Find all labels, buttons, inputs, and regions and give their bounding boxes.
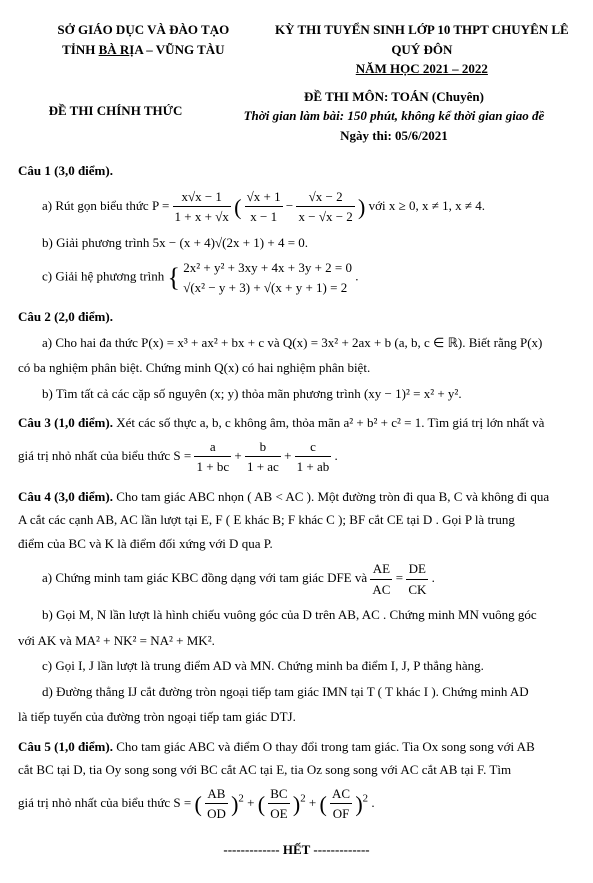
org-underline: BÀ R [99,42,130,57]
cau4-b-line2: với AK và MA² + NK² = NA² + MK². [18,631,575,651]
cau4-p3: điểm của BC và K là điểm đối xứng với D … [18,534,575,554]
subject: ĐỀ THI MÔN: TOÁN (Chuyên) [213,87,575,107]
cau3-f1: a1 + bc [194,437,231,477]
org-line2: TỈNH BÀ RỊA – VŨNG TÀU [18,40,269,60]
title-block: ĐỀ THI CHÍNH THỨC ĐỀ THI MÔN: TOÁN (Chuy… [18,87,575,146]
cau4-d-line2: là tiếp tuyến của đường tròn ngoại tiếp … [18,707,575,727]
frac-den: CK [406,580,428,600]
cau4-c: c) Gọi I, J lần lượt là trung điểm AD và… [42,656,575,676]
cau2-b: b) Tìm tất cả các cặp số nguyên (x; y) t… [42,384,575,404]
frac-den: AC [370,580,392,600]
frac-num: √x + 1 [245,187,283,208]
content: Câu 1 (3,0 điểm). a) Rút gọn biểu thức P… [18,161,575,859]
end-marker: HẾT [18,840,575,860]
cau1-c-system: 2x² + y² + 3xy + 4x + 3y + 2 = 0 √(x² − … [183,258,352,297]
cau3-f3: c1 + ab [295,437,332,477]
cau4-a-frac2: DECK [406,559,428,599]
cau5-title: Câu 5 (1,0 điểm). [18,739,113,754]
frac-num: x√x − 1 [173,187,231,208]
frac-num: AE [370,559,392,580]
cau1-c-eq1: 2x² + y² + 3xy + 4x + 3y + 2 = 0 [183,258,352,278]
header: SỞ GIÁO DỤC VÀ ĐÀO TẠO TỈNH BÀ RỊA – VŨN… [18,20,575,79]
frac-den: x − √x − 2 [296,207,354,227]
end-text: HẾT [223,842,369,857]
frac-den: 1 + ab [295,457,332,477]
cau3-line2: giá trị nhỏ nhất của biểu thức S = a1 + … [18,437,575,477]
cau1-a-frac1: x√x − 1 1 + x + √x [173,187,231,227]
cau3-f2: b1 + ac [245,437,281,477]
frac-den: OD [205,804,228,824]
frac-num: AC [330,784,352,805]
rparen-icon: ) [358,194,365,219]
header-right: KỲ THI TUYỂN SINH LỚP 10 THPT CHUYÊN LÊ … [269,20,575,79]
cau5-f2: BCOE [268,784,289,824]
exam-time: Thời gian làm bài: 150 phút, không kể th… [213,106,575,126]
frac-num: DE [406,559,428,580]
cau2-title: Câu 2 (2,0 điểm). [18,309,113,324]
cau5-line3-intro: giá trị nhỏ nhất của biểu thức S = [18,794,191,809]
cau5-f1: ABOD [205,784,228,824]
cau1-c: c) Giải hệ phương trình { 2x² + y² + 3xy… [42,258,575,297]
cau5-line3: giá trị nhỏ nhất của biểu thức S = ( ABO… [18,784,575,824]
title-left: ĐỀ THI CHÍNH THỨC [18,87,213,146]
frac-num: b [245,437,281,458]
frac-num: a [194,437,231,458]
frac-num: BC [268,784,289,805]
cau4-b-line1: b) Gọi M, N lần lượt là hình chiếu vuông… [42,605,575,625]
cau4-a: a) Chứng minh tam giác KBC đồng dạng với… [42,559,575,599]
cau3-line1: Xét các số thực a, b, c không âm, thỏa m… [116,415,544,430]
lparen-icon: ( [194,791,201,816]
cau1-a-frac3: √x − 2 x − √x − 2 [296,187,354,227]
frac-den: OE [268,804,289,824]
cau2-a-line1: a) Cho hai đa thức P(x) = x³ + ax² + bx … [42,333,575,353]
lbrace-icon: { [167,263,179,292]
cau1-title: Câu 1 (3,0 điểm). [18,163,113,178]
cau4-d-line1: d) Đường thẳng IJ cắt đường tròn ngoại t… [42,682,575,702]
header-left: SỞ GIÁO DỤC VÀ ĐÀO TẠO TỈNH BÀ RỊA – VŨN… [18,20,269,79]
title-right: ĐỀ THI MÔN: TOÁN (Chuyên) Thời gian làm … [213,87,575,146]
cau1-c-intro: c) Giải hệ phương trình [42,268,164,283]
cau1-c-eq2: √(x² − y + 3) + √(x + y + 1) = 2 [183,278,352,298]
cau1-a-intro: a) Rút gọn biểu thức P = [42,197,169,212]
cau4-p1: Cho tam giác ABC nhọn ( AB < AC ). Một đ… [116,489,549,504]
exam-name: KỲ THI TUYỂN SINH LỚP 10 THPT CHUYÊN LÊ … [269,20,575,59]
cau1: Câu 1 (3,0 điểm). a) Rút gọn biểu thức P… [18,161,575,297]
lparen-icon: ( [319,791,326,816]
cau4-title: Câu 4 (3,0 điểm). [18,489,113,504]
cau5-line2: cắt BC tại D, tia Oy song song với BC cắ… [18,760,575,780]
lparen-icon: ( [258,791,265,816]
frac-num: √x − 2 [296,187,354,208]
exam-date: Ngày thi: 05/6/2021 [213,126,575,146]
cau2-a-line2: có ba nghiệm phân biệt. Chứng minh Q(x) … [18,358,575,378]
cau5: Câu 5 (1,0 điểm). Cho tam giác ABC và đi… [18,737,575,824]
cau5-f3: ACOF [330,784,352,824]
cau5-line1: Cho tam giác ABC và điểm O thay đổi tron… [116,739,535,754]
frac-num: c [295,437,332,458]
cau4-a-intro: a) Chứng minh tam giác KBC đồng dạng với… [42,570,367,585]
cau1-b: b) Giải phương trình 5x − (x + 4)√(2x + … [42,233,575,253]
cau1-a-cond: với x ≥ 0, x ≠ 1, x ≠ 4. [369,197,485,212]
cau3-line2-intro: giá trị nhỏ nhất của biểu thức S = [18,447,191,462]
frac-num: AB [205,784,228,805]
frac-den: x − 1 [245,207,283,227]
rparen-icon: ) [355,791,362,816]
lparen-icon: ( [234,194,241,219]
school-year: NĂM HỌC 2021 – 2022 [269,59,575,79]
cau3: Câu 3 (1,0 điểm). Xét các số thực a, b, … [18,413,575,477]
cau3-title: Câu 3 (1,0 điểm). [18,415,113,430]
cau1-a-frac2: √x + 1 x − 1 [245,187,283,227]
cau1-a: a) Rút gọn biểu thức P = x√x − 1 1 + x +… [42,187,575,227]
cau4-p2: A cắt các cạnh AB, AC lần lượt tại E, F … [18,510,575,530]
frac-den: 1 + bc [194,457,231,477]
frac-den: 1 + ac [245,457,281,477]
frac-den: 1 + x + √x [173,207,231,227]
frac-den: OF [330,804,352,824]
cau2: Câu 2 (2,0 điểm). a) Cho hai đa thức P(x… [18,307,575,403]
cau4: Câu 4 (3,0 điểm). Cho tam giác ABC nhọn … [18,487,575,727]
official-exam: ĐỀ THI CHÍNH THỨC [18,101,213,121]
org-line1: SỞ GIÁO DỤC VÀ ĐÀO TẠO [18,20,269,40]
cau4-a-frac1: AEAC [370,559,392,599]
